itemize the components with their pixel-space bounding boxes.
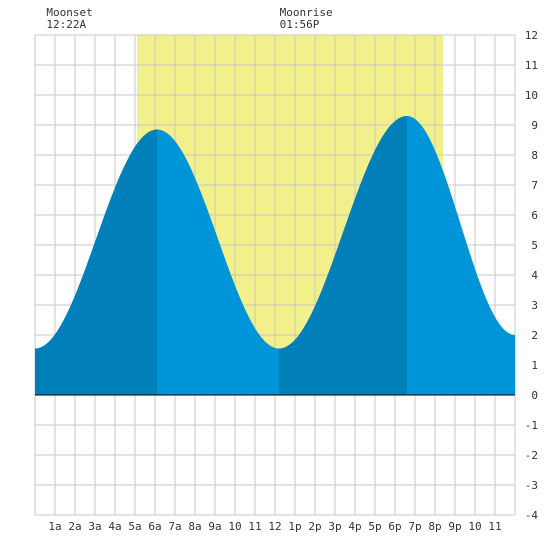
x-tick-label: 3a bbox=[88, 520, 101, 533]
y-tick-label: 0 bbox=[531, 389, 538, 402]
x-tick-label: 7a bbox=[168, 520, 181, 533]
x-tick-label: 7p bbox=[408, 520, 421, 533]
x-tick-label: 3p bbox=[328, 520, 341, 533]
moonset-time: 12:22A bbox=[46, 18, 86, 31]
x-tick-label: 5a bbox=[128, 520, 141, 533]
tide-area-falling bbox=[157, 129, 279, 395]
y-tick-label: -4 bbox=[525, 509, 539, 522]
moonrise-time: 01:56P bbox=[280, 18, 320, 31]
y-tick-label: -1 bbox=[525, 419, 538, 432]
tide-area-falling bbox=[407, 116, 515, 395]
tide-area-rising bbox=[279, 116, 407, 395]
x-tick-label: 4a bbox=[108, 520, 121, 533]
x-tick-label: 2p bbox=[308, 520, 321, 533]
x-tick-label: 9p bbox=[448, 520, 461, 533]
x-tick-label: 6p bbox=[388, 520, 401, 533]
moonset-label: Moonset bbox=[46, 6, 92, 19]
x-tick-label: 10 bbox=[228, 520, 241, 533]
y-tick-label: 12 bbox=[525, 29, 538, 42]
y-tick-label: 10 bbox=[525, 89, 538, 102]
moonrise-label: Moonrise bbox=[280, 6, 333, 19]
x-tick-label: 2a bbox=[68, 520, 81, 533]
tide-area-layer bbox=[35, 116, 515, 395]
y-tick-label: 1 bbox=[531, 359, 538, 372]
x-tick-label: 12 bbox=[268, 520, 281, 533]
x-tick-label: 6a bbox=[148, 520, 161, 533]
moon-annotations: Moonset 12:22A Moonrise 01:56P bbox=[46, 6, 332, 31]
x-tick-label: 11 bbox=[248, 520, 261, 533]
y-tick-label: 2 bbox=[531, 329, 538, 342]
x-tick-label: 8p bbox=[428, 520, 441, 533]
y-tick-label: 6 bbox=[531, 209, 538, 222]
x-tick-label: 11 bbox=[488, 520, 501, 533]
x-tick-labels: 1a 2a 3a 4a 5a 6a 7a 8a 9a 10 11 12 1p 2p 3p 4p 5p 6p 7p 8p… bbox=[48, 520, 501, 533]
y-tick-label: -2 bbox=[525, 449, 538, 462]
x-tick-label: 8a bbox=[188, 520, 201, 533]
y-tick-label: -3 bbox=[525, 479, 538, 492]
y-tick-label: 4 bbox=[531, 269, 538, 282]
y-tick-label: 5 bbox=[531, 239, 538, 252]
tide-area-rising bbox=[35, 129, 157, 395]
y-tick-label: 7 bbox=[531, 179, 538, 192]
x-tick-label: 10 bbox=[468, 520, 481, 533]
y-tick-label: 11 bbox=[525, 59, 538, 72]
x-tick-label: 5p bbox=[368, 520, 381, 533]
y-tick-label: 3 bbox=[531, 299, 538, 312]
x-tick-label: 9a bbox=[208, 520, 221, 533]
x-tick-label: 4p bbox=[348, 520, 361, 533]
x-tick-label: 1p bbox=[288, 520, 301, 533]
y-tick-label: 9 bbox=[531, 119, 538, 132]
x-tick-label: 1a bbox=[48, 520, 61, 533]
y-tick-label: 8 bbox=[531, 149, 538, 162]
